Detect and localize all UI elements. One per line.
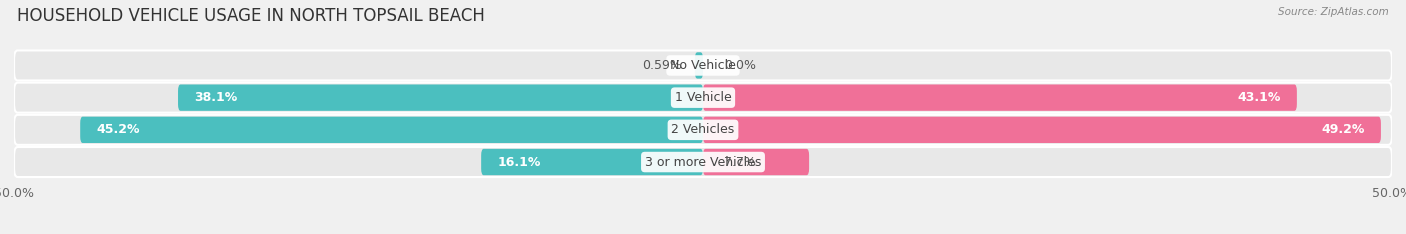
FancyBboxPatch shape (695, 52, 703, 79)
Text: 43.1%: 43.1% (1237, 91, 1281, 104)
FancyBboxPatch shape (481, 149, 703, 175)
Text: 7.7%: 7.7% (724, 156, 755, 168)
Text: 1 Vehicle: 1 Vehicle (675, 91, 731, 104)
FancyBboxPatch shape (80, 117, 703, 143)
Text: 2 Vehicles: 2 Vehicles (672, 123, 734, 136)
Text: 49.2%: 49.2% (1322, 123, 1364, 136)
Text: 16.1%: 16.1% (498, 156, 541, 168)
FancyBboxPatch shape (179, 84, 703, 111)
Text: Source: ZipAtlas.com: Source: ZipAtlas.com (1278, 7, 1389, 17)
FancyBboxPatch shape (703, 117, 1381, 143)
FancyBboxPatch shape (14, 147, 1392, 177)
Text: 3 or more Vehicles: 3 or more Vehicles (645, 156, 761, 168)
Text: 45.2%: 45.2% (97, 123, 141, 136)
FancyBboxPatch shape (14, 51, 1392, 80)
Text: 0.0%: 0.0% (724, 59, 755, 72)
FancyBboxPatch shape (703, 149, 808, 175)
FancyBboxPatch shape (703, 84, 1296, 111)
Text: No Vehicle: No Vehicle (671, 59, 735, 72)
Text: 38.1%: 38.1% (194, 91, 238, 104)
FancyBboxPatch shape (14, 83, 1392, 113)
FancyBboxPatch shape (14, 115, 1392, 145)
Text: 0.59%: 0.59% (643, 59, 682, 72)
Text: HOUSEHOLD VEHICLE USAGE IN NORTH TOPSAIL BEACH: HOUSEHOLD VEHICLE USAGE IN NORTH TOPSAIL… (17, 7, 485, 25)
